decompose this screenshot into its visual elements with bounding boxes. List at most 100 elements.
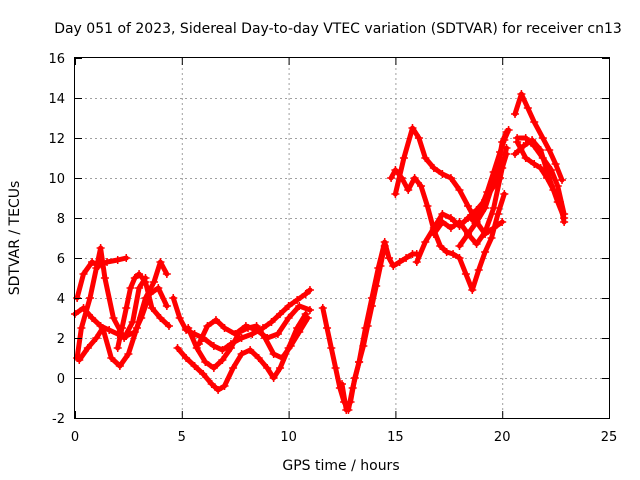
- data-point: [207, 380, 216, 388]
- data-point: [446, 214, 455, 222]
- data-point: [464, 202, 473, 210]
- series-track-18: [511, 90, 567, 184]
- series-track-21: [513, 138, 569, 226]
- data-point: [96, 244, 105, 252]
- plot-frame: [74, 57, 610, 419]
- data-point: [130, 274, 139, 282]
- data-point: [476, 204, 485, 212]
- data-point: [135, 284, 144, 292]
- data-point: [156, 314, 165, 322]
- x-tick-label: 25: [601, 430, 618, 445]
- data-point: [209, 364, 218, 372]
- data-point: [517, 90, 526, 98]
- data-point: [301, 290, 310, 298]
- data-point: [303, 314, 312, 322]
- data-point: [182, 354, 191, 362]
- y-tick-label: 6: [57, 252, 65, 267]
- data-point: [414, 134, 423, 142]
- data-point: [489, 224, 498, 232]
- data-point: [551, 160, 560, 168]
- data-point: [184, 324, 193, 332]
- data-point: [359, 342, 368, 350]
- data-point: [220, 324, 229, 332]
- data-point: [528, 136, 537, 144]
- data-point: [423, 202, 432, 210]
- data-point: [391, 190, 400, 198]
- y-axis-title: SDTVAR / TECUs: [7, 181, 23, 296]
- data-point: [252, 326, 261, 334]
- data-point: [496, 148, 505, 156]
- data-point: [436, 242, 445, 250]
- data-point: [124, 350, 133, 358]
- data-point: [455, 186, 464, 194]
- data-point: [276, 310, 285, 318]
- data-point: [412, 258, 421, 266]
- data-point: [263, 364, 272, 372]
- data-point: [214, 386, 223, 394]
- y-tick-label: 14: [48, 92, 65, 107]
- data-point: [511, 110, 520, 118]
- series-track-11: [338, 242, 389, 414]
- data-point: [92, 334, 101, 342]
- data-point: [389, 262, 398, 270]
- data-point: [553, 182, 562, 190]
- data-point: [122, 304, 131, 312]
- tick-labels: 0 5 10 15 20 25 -2 0 2 4 6 8 10 12 14 16: [48, 52, 617, 445]
- data-point: [122, 332, 131, 340]
- data-point: [372, 282, 381, 290]
- data-point: [254, 354, 263, 362]
- data-point: [169, 294, 178, 302]
- data-point: [122, 254, 131, 262]
- data-point: [276, 364, 285, 372]
- data-point: [421, 154, 430, 162]
- data-point: [218, 346, 227, 354]
- data-point: [203, 322, 212, 330]
- data-point: [241, 322, 250, 330]
- data-point: [75, 356, 84, 364]
- data-point: [79, 304, 88, 312]
- data-point: [295, 302, 304, 310]
- data-point: [284, 314, 293, 322]
- data-point: [237, 350, 246, 358]
- series-track-15: [429, 144, 511, 248]
- data-point: [263, 334, 272, 342]
- series-line: [76, 259, 170, 369]
- data-point: [338, 380, 346, 388]
- data-point: [543, 174, 552, 182]
- x-tick-label: 0: [71, 430, 79, 445]
- data-point: [521, 134, 530, 142]
- data-point: [284, 302, 293, 310]
- data-point: [229, 364, 238, 372]
- data-point: [135, 270, 144, 278]
- x-tick-label: 15: [387, 430, 404, 445]
- data-point: [115, 362, 124, 370]
- data-point: [273, 330, 282, 338]
- data-point: [474, 266, 483, 274]
- data-point: [199, 370, 208, 378]
- data-point: [496, 174, 505, 182]
- data-point: [498, 218, 507, 226]
- data-point: [295, 328, 304, 336]
- x-tick-label: 5: [178, 430, 186, 445]
- series-track-9: [194, 302, 314, 348]
- data-point: [267, 318, 276, 326]
- data-point: [117, 324, 126, 332]
- data-point: [98, 324, 107, 332]
- series-track-8: [184, 314, 312, 372]
- data-point: [464, 230, 473, 238]
- series-line: [512, 91, 565, 183]
- data-point: [175, 314, 184, 322]
- data-point: [384, 254, 393, 262]
- data-point: [395, 258, 404, 266]
- data-point: [481, 248, 490, 256]
- data-point: [132, 324, 141, 332]
- data-series: [71, 90, 569, 414]
- y-tick-label: 4: [57, 292, 65, 307]
- series-track-5: [113, 270, 173, 352]
- data-point: [530, 160, 539, 168]
- data-point: [530, 118, 539, 126]
- data-point: [402, 254, 411, 262]
- data-point: [269, 350, 278, 358]
- data-point: [442, 248, 451, 256]
